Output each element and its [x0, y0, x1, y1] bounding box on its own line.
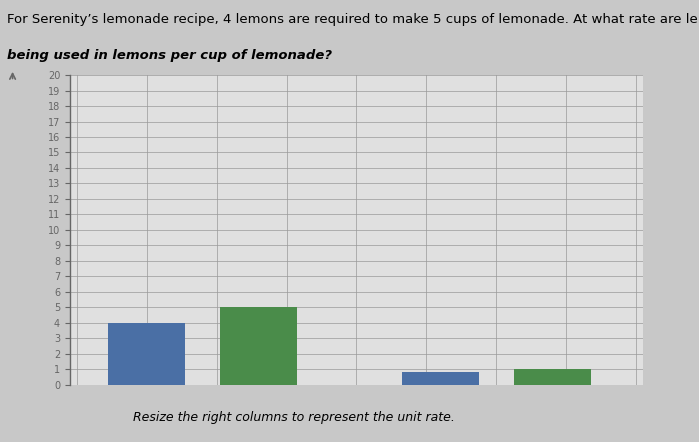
Text: being used in lemons per cup of lemonade?: being used in lemons per cup of lemonade…	[7, 49, 332, 61]
Bar	[108, 323, 185, 385]
Text: For Serenity’s lemonade recipe, 4 lemons are required to make 5 cups of lemonade: For Serenity’s lemonade recipe, 4 lemons…	[7, 13, 699, 26]
Text: Resize the right columns to represent the unit rate.: Resize the right columns to represent th…	[133, 412, 454, 424]
Bar	[402, 372, 479, 385]
Bar	[514, 369, 591, 385]
Bar	[220, 307, 297, 385]
